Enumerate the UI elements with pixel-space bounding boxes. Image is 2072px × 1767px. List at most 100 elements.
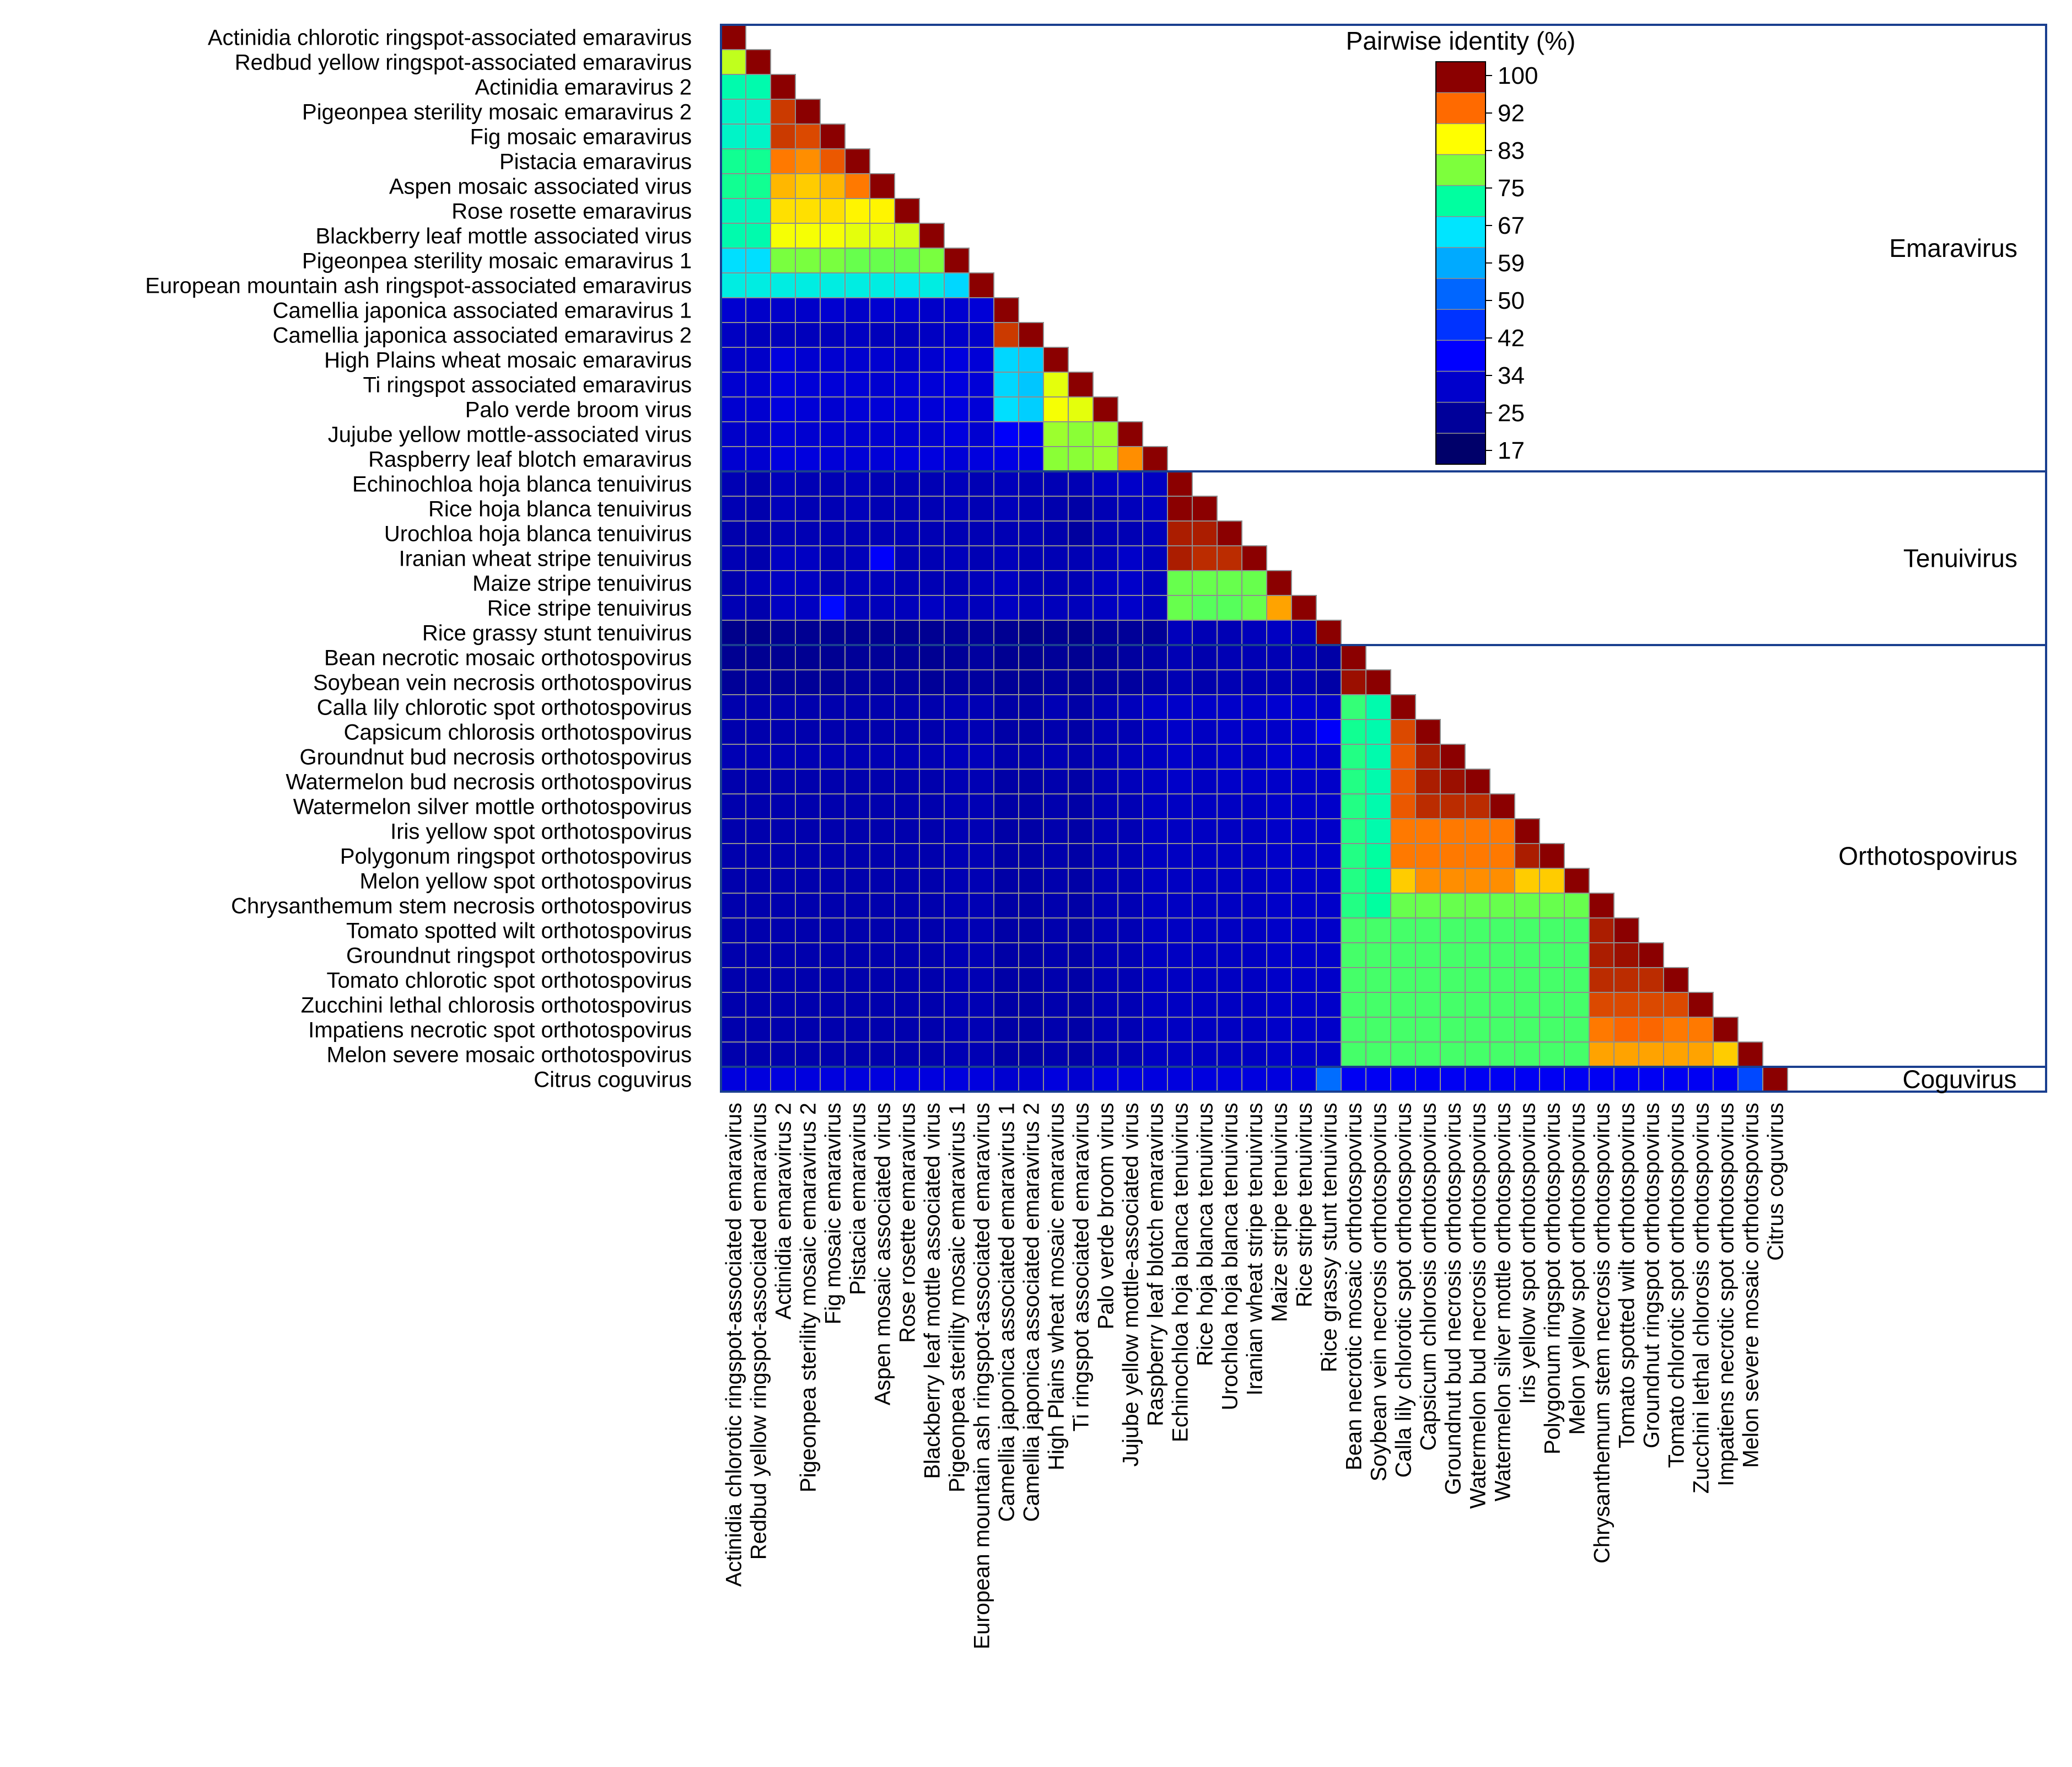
heatmap-cell <box>1365 818 1391 844</box>
heatmap-cell <box>795 123 821 149</box>
heatmap-cell <box>844 620 870 646</box>
heatmap-cell <box>919 297 945 323</box>
heatmap-cell <box>993 347 1019 373</box>
heatmap-cell <box>1043 694 1069 720</box>
heatmap-cell <box>1142 769 1168 794</box>
heatmap-cell <box>993 1066 1019 1092</box>
heatmap-cell <box>770 595 796 621</box>
heatmap-cell <box>1217 868 1242 894</box>
heatmap-cell <box>944 769 970 794</box>
heatmap-cell <box>894 669 920 695</box>
colorbar-swatch <box>1435 185 1486 217</box>
heatmap-cell <box>1068 545 1094 571</box>
heatmap-cell <box>869 595 895 621</box>
heatmap-cell <box>795 669 821 695</box>
heatmap-cell <box>1117 868 1143 894</box>
heatmap-cell <box>720 570 746 596</box>
heatmap-cell <box>1018 471 1044 497</box>
heatmap-cell <box>993 645 1019 670</box>
heatmap-cell <box>820 1066 846 1092</box>
heatmap-cell <box>1192 595 1218 621</box>
heatmap-cell <box>795 471 821 497</box>
heatmap-cell <box>869 868 895 894</box>
heatmap-cell <box>1092 496 1118 522</box>
heatmap-cell <box>1291 967 1317 993</box>
heatmap-cell <box>1117 917 1143 943</box>
heatmap-cell <box>820 719 846 745</box>
heatmap-cell <box>1092 818 1118 844</box>
heatmap-cell <box>993 744 1019 770</box>
heatmap-cell <box>993 421 1019 447</box>
heatmap-cell <box>944 1041 970 1067</box>
row-label: Ti ringspot associated emaravirus <box>363 373 692 398</box>
column-label: Aspen mosaic associated virus <box>871 1103 895 1405</box>
heatmap-cell <box>944 992 970 1018</box>
heatmap-cell <box>745 719 771 745</box>
heatmap-cell <box>1365 669 1391 695</box>
heatmap-cell <box>1018 396 1044 422</box>
heatmap-cell <box>1217 818 1242 844</box>
heatmap-cell <box>820 1041 846 1067</box>
heatmap-cell <box>968 545 994 571</box>
heatmap-cell <box>1514 992 1540 1018</box>
heatmap-cell <box>1217 793 1242 819</box>
heatmap-cell <box>968 719 994 745</box>
heatmap-cell <box>745 421 771 447</box>
heatmap-cell <box>745 1017 771 1043</box>
heatmap-cell <box>1092 992 1118 1018</box>
heatmap-cell <box>745 148 771 174</box>
heatmap-cell <box>1564 917 1590 943</box>
heatmap-cell <box>968 942 994 968</box>
heatmap-cell <box>944 446 970 472</box>
heatmap-cell <box>894 496 920 522</box>
heatmap-cell <box>795 570 821 596</box>
heatmap-cell <box>770 843 796 869</box>
heatmap-cell <box>1713 1041 1739 1067</box>
heatmap-cell <box>1564 1041 1590 1067</box>
heatmap-cell <box>1092 1017 1118 1043</box>
heatmap-cell <box>1117 1017 1143 1043</box>
heatmap-cell <box>1241 917 1267 943</box>
heatmap-cell <box>770 248 796 273</box>
heatmap-cell <box>919 545 945 571</box>
heatmap-cell <box>1192 719 1218 745</box>
heatmap-cell <box>1043 595 1069 621</box>
heatmap-cell <box>1217 1066 1242 1092</box>
heatmap-cell <box>1217 967 1242 993</box>
heatmap-cell <box>1142 942 1168 968</box>
row-label: Zucchini lethal chlorosis orthotospoviru… <box>301 993 692 1018</box>
heatmap-cell <box>1043 645 1069 670</box>
heatmap-cell <box>795 917 821 943</box>
heatmap-cell <box>1365 868 1391 894</box>
heatmap-cell <box>770 496 796 522</box>
heatmap-cell <box>820 694 846 720</box>
heatmap-cell <box>795 868 821 894</box>
heatmap-cell <box>1465 942 1490 968</box>
heatmap-cell <box>1291 1066 1317 1092</box>
heatmap-cell <box>1167 1041 1193 1067</box>
heatmap-cell <box>1117 1041 1143 1067</box>
heatmap-cell <box>1266 843 1292 869</box>
heatmap-cell <box>1316 669 1342 695</box>
heatmap-cell <box>1266 595 1292 621</box>
heatmap-cell <box>720 74 746 100</box>
heatmap-cell <box>795 967 821 993</box>
heatmap-cell <box>1613 942 1639 968</box>
heatmap-cell <box>1142 992 1168 1018</box>
heatmap-cell <box>1117 446 1143 472</box>
heatmap-cell <box>1241 719 1267 745</box>
heatmap-cell <box>745 570 771 596</box>
heatmap-cell <box>1068 818 1094 844</box>
heatmap-cell <box>745 595 771 621</box>
heatmap-cell <box>844 917 870 943</box>
heatmap-cell <box>993 769 1019 794</box>
heatmap-cell <box>770 942 796 968</box>
heatmap-cell <box>944 669 970 695</box>
heatmap-cell <box>1068 868 1094 894</box>
heatmap-cell <box>869 545 895 571</box>
heatmap-cell <box>894 719 920 745</box>
heatmap-cell <box>993 843 1019 869</box>
heatmap-cell <box>770 719 796 745</box>
heatmap-cell <box>745 917 771 943</box>
